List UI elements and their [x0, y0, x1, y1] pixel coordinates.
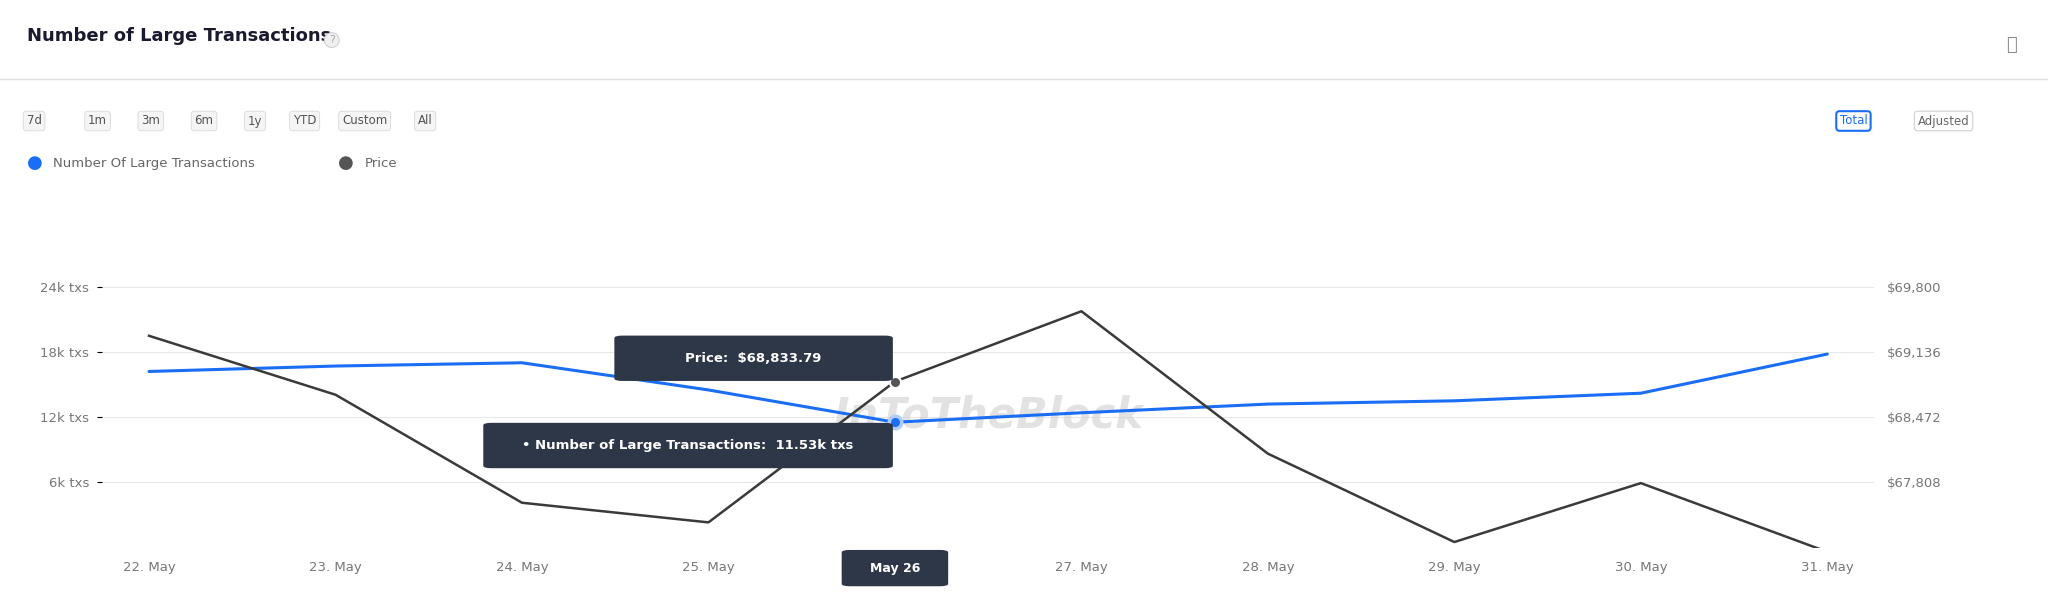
Text: All: All — [418, 114, 432, 128]
Text: ●: ● — [27, 154, 43, 172]
Text: May 26: May 26 — [870, 561, 920, 575]
Text: YTD: YTD — [293, 114, 315, 128]
Text: 3m: 3m — [141, 114, 160, 128]
Text: ●: ● — [338, 154, 354, 172]
Text: ?: ? — [330, 35, 334, 45]
Text: 1m: 1m — [88, 114, 106, 128]
Text: Number Of Large Transactions: Number Of Large Transactions — [53, 157, 256, 170]
Text: InToTheBlock: InToTheBlock — [834, 394, 1143, 436]
Text: Price: Price — [365, 157, 397, 170]
Text: 6m: 6m — [195, 114, 213, 128]
Text: ⤓: ⤓ — [2005, 36, 2017, 54]
Text: Custom: Custom — [342, 114, 387, 128]
Text: 1y: 1y — [248, 114, 262, 128]
Text: Total: Total — [1839, 114, 1868, 128]
Text: • Number of Large Transactions:  11.53k txs: • Number of Large Transactions: 11.53k t… — [522, 439, 854, 452]
Text: Price:  $68,833.79: Price: $68,833.79 — [686, 352, 821, 365]
Text: Number of Large Transactions: Number of Large Transactions — [27, 27, 332, 45]
Text: 7d: 7d — [27, 114, 41, 128]
Text: Adjusted: Adjusted — [1917, 114, 1970, 128]
